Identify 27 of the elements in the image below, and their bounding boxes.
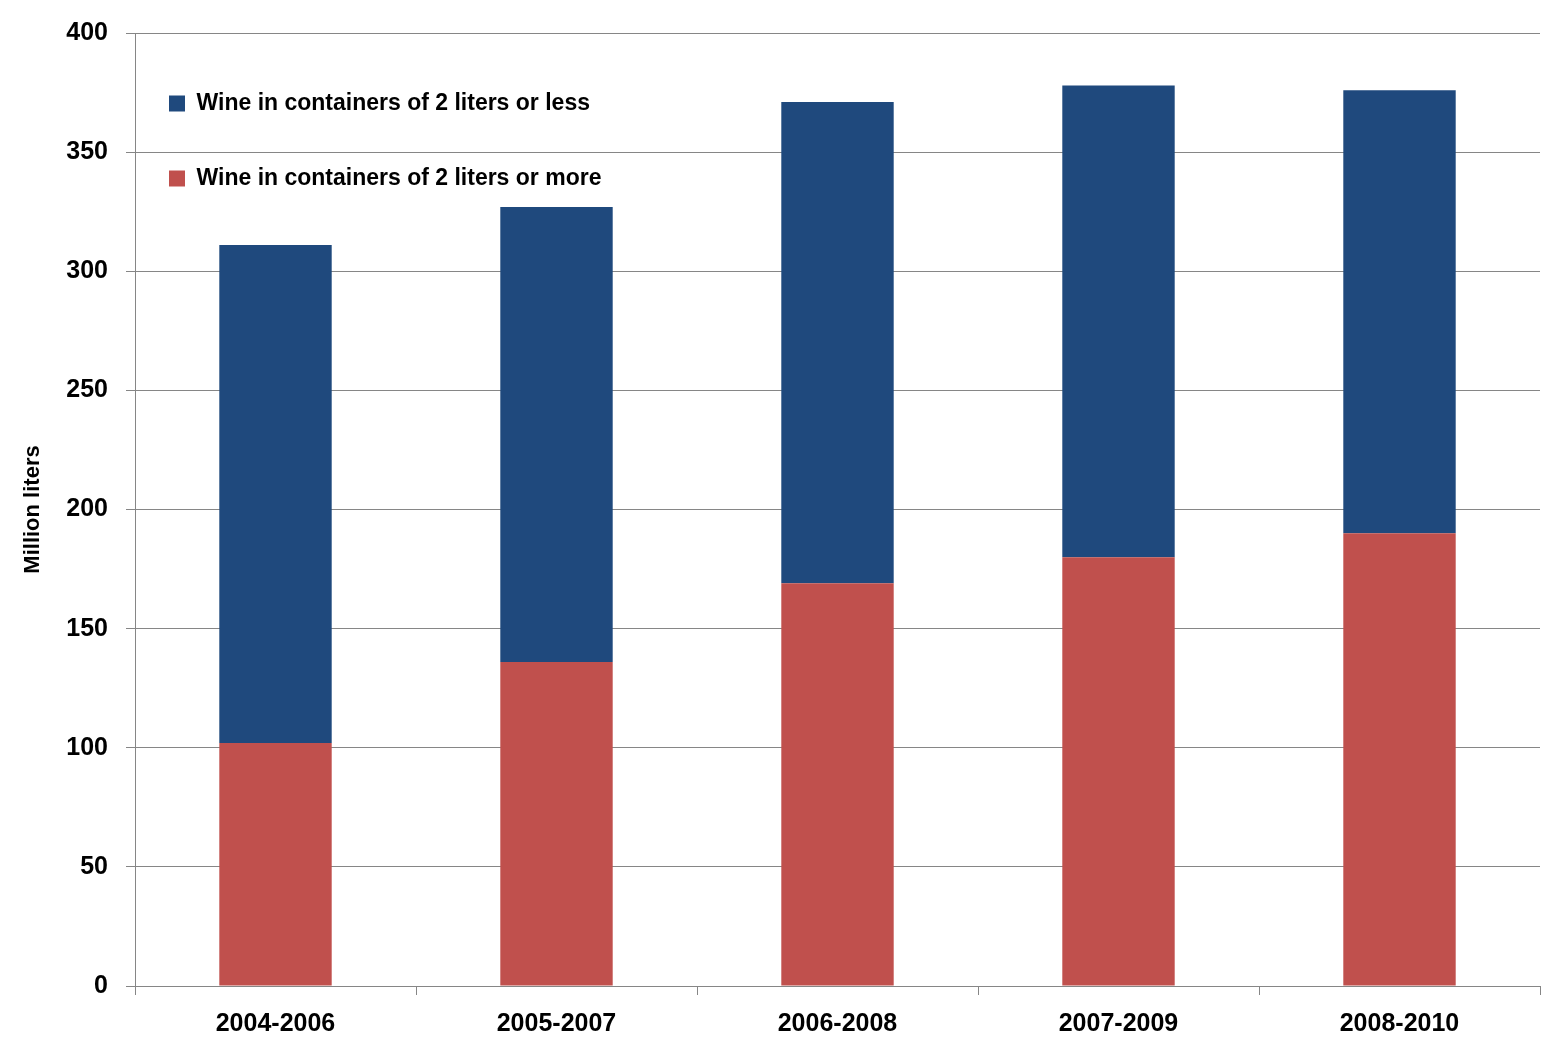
legend-label: Wine in containers of 2 liters or more — [196, 163, 602, 190]
legend-label: Wine in containers of 2 liters or less — [196, 88, 590, 115]
x-tick-label: 2007-2009 — [1058, 1007, 1179, 1036]
x-tick-label: 2008-2010 — [1339, 1007, 1460, 1036]
y-tick-label: 200 — [66, 493, 108, 522]
bar — [1343, 533, 1456, 986]
y-tick-label: 400 — [66, 16, 108, 45]
y-tick-label: 150 — [66, 612, 108, 641]
bar — [219, 245, 332, 743]
bar — [781, 583, 894, 986]
y-tick-label: 250 — [66, 374, 108, 403]
bar — [1062, 85, 1175, 558]
x-tick-label: 2006-2008 — [777, 1007, 898, 1036]
x-tick-label: 2004-2006 — [215, 1007, 336, 1036]
bar — [219, 742, 332, 986]
bar — [500, 206, 613, 662]
y-tick-label: 350 — [66, 136, 108, 165]
y-tick-label: 100 — [66, 731, 108, 760]
bar — [781, 102, 894, 584]
bar — [1343, 90, 1456, 534]
bar — [1062, 557, 1175, 986]
y-tick-label: 0 — [94, 969, 108, 998]
bar — [500, 661, 613, 986]
y-tick-label: 300 — [66, 255, 108, 284]
x-tick-label: 2005-2007 — [496, 1007, 617, 1036]
y-tick-label: 50 — [80, 850, 108, 879]
y-axis-title: Million liters — [19, 445, 45, 574]
